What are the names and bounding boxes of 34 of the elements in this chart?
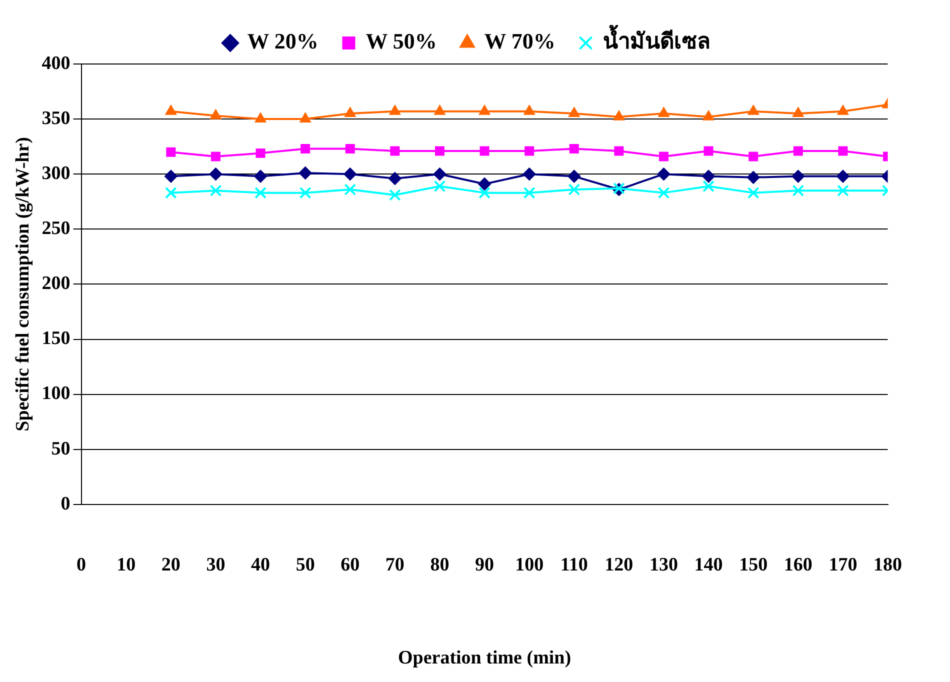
y-tick-label: 250 xyxy=(42,218,70,240)
x-tick-label: 80 xyxy=(430,554,450,576)
legend-label: W 70% xyxy=(484,28,556,54)
y-tick-label: 0 xyxy=(60,493,70,514)
y-tick-label: 400 xyxy=(42,52,70,74)
y-tick-label: 200 xyxy=(42,273,70,294)
x-tick-label: 110 xyxy=(560,554,588,576)
x-tick-label: 160 xyxy=(784,554,812,576)
x-tick-label: 40 xyxy=(251,554,270,576)
x-tick-label: 130 xyxy=(649,554,678,576)
x-tick-label: 10 xyxy=(116,554,136,576)
x-tick-label: 20 xyxy=(161,554,180,576)
x-tick-label: 150 xyxy=(739,554,768,576)
y-tick-label: 350 xyxy=(42,108,70,129)
x-tick-label: 50 xyxy=(296,554,315,576)
y-tick-label: 50 xyxy=(51,438,70,460)
x-tick-label: 120 xyxy=(604,554,634,576)
x-axis-title: Operation time (min) xyxy=(398,648,572,669)
x-tick-label: 90 xyxy=(475,554,494,576)
x-tick-label: 140 xyxy=(694,554,723,576)
y-tick-label: 100 xyxy=(42,383,70,404)
x-tick-label: 70 xyxy=(385,554,404,576)
y-axis-title: Specific fuel consumption (g/kW-hr) xyxy=(12,137,34,432)
legend-label: W 50% xyxy=(366,28,437,54)
y-tick-label: 150 xyxy=(42,328,70,350)
x-tick-label: 100 xyxy=(515,554,544,576)
legend-label: W 20% xyxy=(247,28,318,54)
x-tick-label: 60 xyxy=(340,554,360,576)
x-tick-label: 170 xyxy=(828,554,858,576)
x-tick-label: 30 xyxy=(206,554,226,576)
legend-label: น้ำมันดีเซล xyxy=(602,24,710,54)
x-tick-label: 180 xyxy=(874,554,902,576)
x-tick-label: 0 xyxy=(76,554,86,576)
y-tick-label: 300 xyxy=(42,163,70,184)
